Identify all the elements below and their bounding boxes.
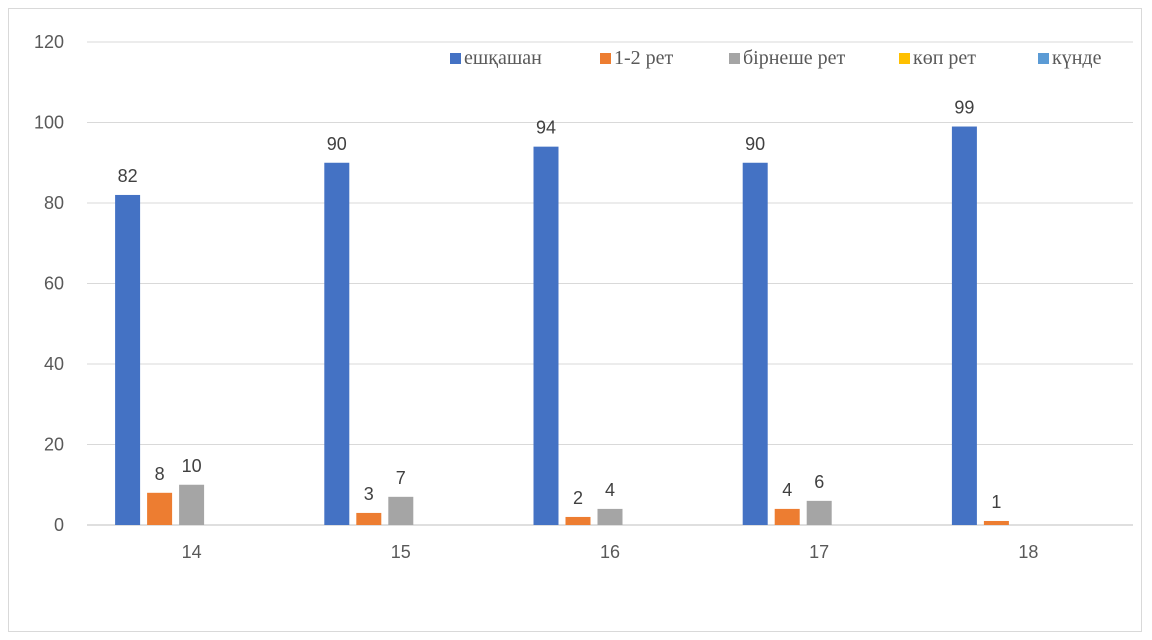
y-tick-label-80: 80 [44, 193, 64, 213]
y-tick-label-20: 20 [44, 435, 64, 455]
bar-15-series-2 [388, 496, 414, 525]
legend-swatch-4 [1038, 53, 1049, 64]
legend-label-2: бірнеше рет [743, 47, 845, 69]
x-tick-label-17: 17 [809, 542, 829, 562]
y-tick-label-120: 120 [34, 32, 64, 52]
legend-swatch-0 [450, 53, 461, 64]
bar-15-series-0 [324, 162, 350, 525]
data-label-16-series-1: 2 [573, 488, 583, 508]
data-label-17-series-0: 90 [745, 134, 765, 154]
y-tick-label-40: 40 [44, 354, 64, 374]
bar-17-series-0 [742, 162, 768, 525]
data-label-16-series-2: 4 [605, 480, 615, 500]
y-tick-label-100: 100 [34, 113, 64, 133]
data-label-16-series-0: 94 [536, 118, 556, 138]
legend-label-4: күнде [1052, 47, 1102, 69]
bar-14-series-2 [179, 484, 205, 525]
data-label-15-series-0: 90 [327, 134, 347, 154]
legend-swatch-1 [600, 53, 611, 64]
data-label-15-series-2: 7 [396, 468, 406, 488]
bar-14-series-0 [115, 194, 141, 525]
bar-16-series-1 [565, 516, 591, 525]
data-label-17-series-2: 6 [814, 472, 824, 492]
x-tick-label-14: 14 [182, 542, 202, 562]
x-tick-label-18: 18 [1018, 542, 1038, 562]
legend-label-3: көп рет [913, 47, 976, 69]
y-tick-label-0: 0 [54, 515, 64, 535]
legend-swatch-2 [729, 53, 740, 64]
legend-label-0: ешқашан [464, 47, 542, 69]
bar-17-series-1 [774, 508, 800, 525]
y-tick-label-60: 60 [44, 274, 64, 294]
bar-14-series-1 [147, 492, 173, 525]
bar-17-series-2 [806, 500, 832, 525]
bar-16-series-0 [533, 146, 559, 525]
x-tick-label-16: 16 [600, 542, 620, 562]
data-label-18-series-0: 99 [954, 98, 974, 118]
data-label-14-series-1: 8 [155, 464, 165, 484]
data-label-14-series-2: 10 [182, 456, 202, 476]
bar-18-series-0 [951, 126, 977, 526]
data-label-14-series-0: 82 [118, 166, 138, 186]
bar-18-series-1 [983, 520, 1009, 525]
data-label-18-series-1: 1 [991, 492, 1001, 512]
bar-15-series-1 [356, 512, 382, 525]
legend-label-1: 1-2 рет [614, 47, 674, 69]
bar-16-series-2 [597, 508, 623, 525]
data-label-15-series-1: 3 [364, 484, 374, 504]
data-label-17-series-1: 4 [782, 480, 792, 500]
legend-swatch-3 [899, 53, 910, 64]
x-tick-label-15: 15 [391, 542, 411, 562]
